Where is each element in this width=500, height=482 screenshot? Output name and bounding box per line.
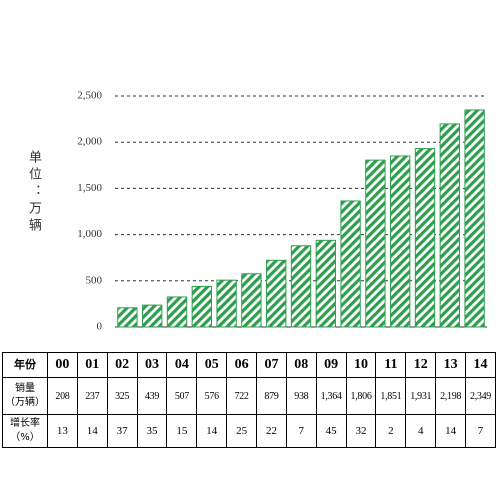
table-cell: 07 <box>256 352 287 378</box>
y-tick-label: 2,500 <box>77 90 102 102</box>
table-cell: 208 <box>47 377 78 415</box>
bar <box>390 155 411 328</box>
chart: 0 500 1,000 1,500 2,000 2,500 <box>77 90 487 333</box>
bar <box>439 123 460 328</box>
table-cell: 13 <box>47 414 78 448</box>
bar <box>464 109 485 328</box>
table-cell: 04 <box>166 352 198 378</box>
table-row: 销量 （万辆） 208 237 325 439 507 576 722 879 938 1,364 1,… <box>2 377 496 415</box>
bar <box>166 296 188 328</box>
table-cell: 439 <box>136 377 168 415</box>
table-cell: 13 <box>435 352 467 378</box>
bar <box>216 279 237 328</box>
table-cell: 1,851 <box>375 377 407 415</box>
table-cell: 年份 <box>2 352 48 378</box>
row-header-line: （%） <box>10 432 40 443</box>
table-cell: 37 <box>106 414 138 448</box>
table-cell: 237 <box>76 377 108 415</box>
table-cell: 35 <box>136 414 168 448</box>
bar <box>191 285 212 328</box>
table-cell: 销量 （万辆） <box>2 377 48 415</box>
table-cell: 2 <box>375 414 407 448</box>
table-cell: 1,806 <box>345 377 377 415</box>
table-cell: 03 <box>136 352 168 378</box>
table-cell: 01 <box>76 352 108 378</box>
table-row: 年份 00 01 02 03 04 05 06 07 08 09 10 11 12 13 14 <box>2 352 496 378</box>
bar <box>117 307 138 328</box>
row-header-line: （万辆） <box>5 397 45 408</box>
bar <box>142 304 163 328</box>
row-header-line: 销量 <box>15 383 35 394</box>
y-tick-label: 1,000 <box>77 228 102 240</box>
table-cell: 45 <box>315 414 347 448</box>
table-cell: 25 <box>226 414 258 448</box>
table-cell: 14 <box>465 352 496 378</box>
table-cell: 7 <box>465 414 496 448</box>
bar <box>365 159 386 328</box>
y-axis-label: 单位：万辆 <box>26 150 41 235</box>
table-cell: 12 <box>405 352 437 378</box>
table-cell: 15 <box>166 414 198 448</box>
table-cell: 14 <box>435 414 467 448</box>
table-cell: 05 <box>196 352 228 378</box>
table-cell: 507 <box>166 377 198 415</box>
y-tick-label: 500 <box>86 274 103 286</box>
table-cell: 22 <box>256 414 287 448</box>
table-cell: 325 <box>106 377 138 415</box>
table-cell: 增长率 （%） <box>2 414 48 448</box>
table-cell: 02 <box>106 352 138 378</box>
table-cell: 576 <box>196 377 228 415</box>
table-cell: 14 <box>76 414 108 448</box>
table-cell: 938 <box>285 377 317 415</box>
table-cell: 14 <box>196 414 228 448</box>
table-cell: 722 <box>226 377 258 415</box>
table-cell: 7 <box>285 414 317 448</box>
table-cell: 09 <box>315 352 347 378</box>
table-row: 增长率 （%） 13 14 37 35 15 14 25 22 7 45 32 2 4 14 7 <box>2 414 496 448</box>
bar <box>290 245 312 328</box>
bar <box>414 148 436 328</box>
data-table: 年份 00 01 02 03 04 05 06 07 08 09 10 11 12 13 14 销量 （万辆） 20… <box>2 352 496 448</box>
bar <box>340 200 361 328</box>
table-cell: 1,364 <box>315 377 347 415</box>
table-cell: 00 <box>47 352 78 378</box>
table-cell: 32 <box>345 414 377 448</box>
table-cell: 2,349 <box>465 377 496 415</box>
bar <box>241 273 262 328</box>
table-cell: 11 <box>375 352 407 378</box>
bar <box>315 239 336 328</box>
y-tick-label: 0 <box>97 321 103 333</box>
bar <box>266 259 287 328</box>
table-cell: 08 <box>285 352 317 378</box>
y-tick-label: 1,500 <box>77 182 102 194</box>
table-cell: 1,931 <box>405 377 437 415</box>
y-tick-label: 2,000 <box>77 136 102 148</box>
table-cell: 06 <box>226 352 258 378</box>
table-cell: 10 <box>345 352 377 378</box>
row-header-line: 增长率 <box>10 418 40 429</box>
table-cell: 879 <box>256 377 287 415</box>
table-cell: 4 <box>405 414 437 448</box>
table-cell: 2,198 <box>435 377 467 415</box>
